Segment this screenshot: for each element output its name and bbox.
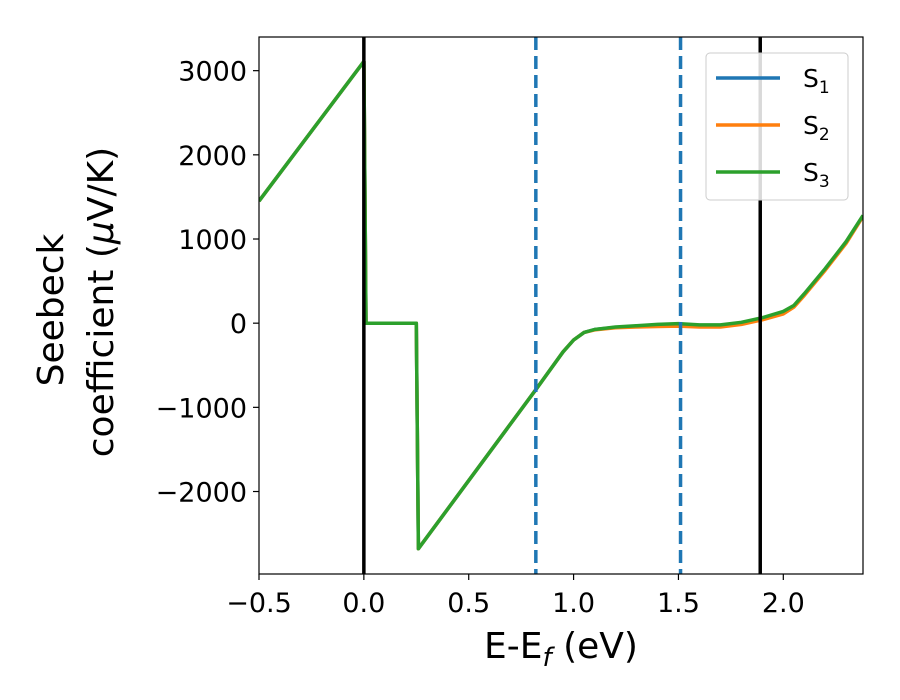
legend-label-2: S2 (803, 111, 830, 145)
plot-frame (258, 36, 864, 575)
x-tick-label: 0.5 (447, 588, 490, 619)
y-axis-label-line2: coefficient (μV/K) (81, 147, 122, 457)
plot-area (259, 59, 863, 551)
y-tick-label: 3000 (178, 57, 247, 88)
x-tick-label: 1.5 (657, 588, 700, 619)
x-tick-label: 2.0 (762, 588, 805, 619)
y-axis-label-line1: Seebeck (31, 233, 72, 386)
y-axis-label-mu: μ (81, 221, 122, 245)
y-tick-label: −2000 (156, 478, 247, 509)
legend: S1 S2 S3 (705, 52, 849, 201)
x-tick-label: −0.5 (226, 588, 292, 619)
y-tick-label: 2000 (178, 141, 247, 172)
x-tick-label: 0.0 (342, 588, 385, 619)
y-tick-label: 1000 (178, 225, 247, 256)
x-axis-label-unit: (eV) (552, 626, 638, 667)
x-axis-label: E-Ef (eV) (484, 626, 638, 673)
y-axis-label-text: coefficient ( (81, 244, 122, 457)
legend-label-3: S3 (803, 158, 830, 192)
y-axis-label-unit: V/K) (81, 147, 122, 221)
reference-lines (362, 37, 762, 574)
legend-label-1: S1 (803, 64, 830, 98)
y-axis: −2000 −1000 0 1000 2000 3000 (156, 57, 259, 509)
x-axis: −0.5 0.0 0.5 1.0 1.5 2.0 (226, 574, 805, 619)
series-line-3 (259, 59, 863, 551)
x-tick-label: 1.0 (552, 588, 595, 619)
y-tick-label: 0 (230, 309, 247, 340)
x-axis-label-main: E-E (484, 626, 542, 667)
y-tick-label: −1000 (156, 393, 247, 424)
